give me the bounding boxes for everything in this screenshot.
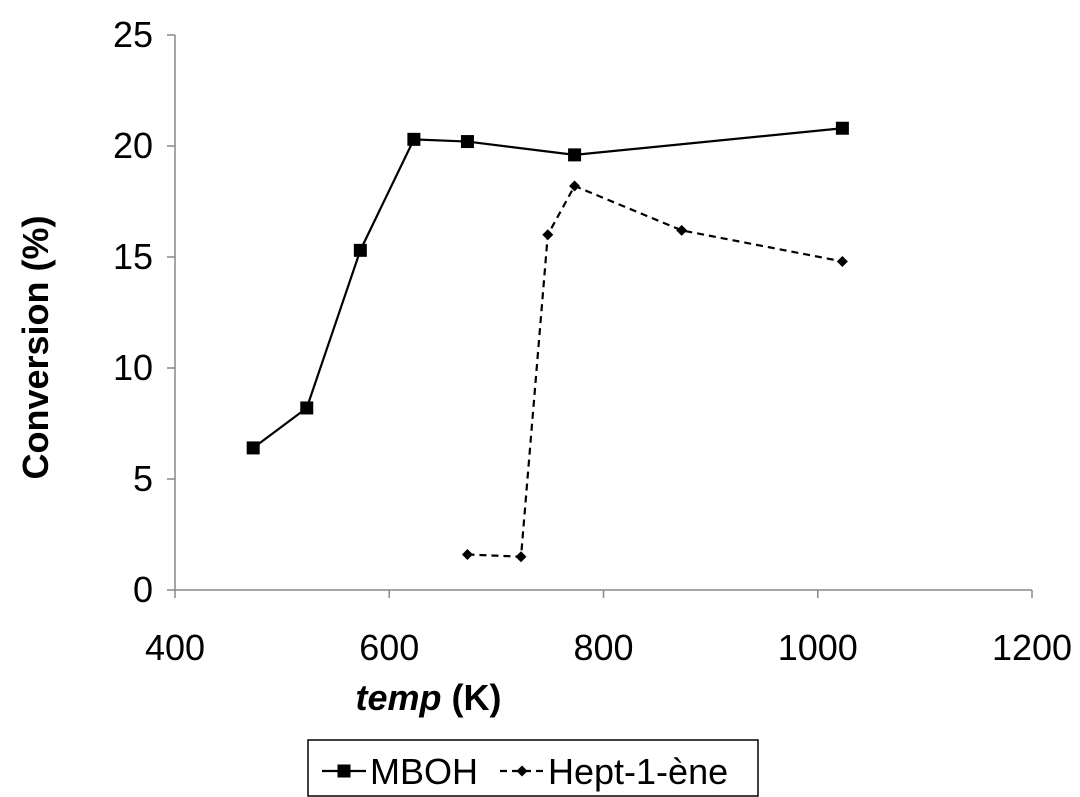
x-axis-title-italic: temp: [356, 677, 442, 718]
data-point: [515, 551, 527, 563]
data-point: [407, 132, 421, 146]
chart-legend: MBOH Hept-1-ène: [307, 739, 759, 797]
data-point: [569, 180, 581, 192]
chart-axes: 0 5 10 15 20 25 400 600 800 1000 1200 temp (K) Conve…: [15, 14, 1072, 718]
y-tick-label: 5: [133, 458, 153, 499]
chart-series: [246, 121, 849, 563]
x-tick-label: 600: [359, 627, 419, 668]
legend-box: [307, 739, 759, 797]
x-tick-label: 1200: [992, 627, 1072, 668]
x-tick-label: 1000: [778, 627, 858, 668]
data-point: [542, 229, 554, 241]
legend-swatch-marker: [337, 764, 351, 778]
x-axis-title-unit: (K): [442, 677, 502, 718]
series-hept-1-ene: [461, 180, 848, 563]
legend-label: MBOH: [370, 751, 478, 792]
x-tick-label: 400: [145, 627, 205, 668]
y-tick-label: 0: [133, 569, 153, 610]
legend-label: Hept-1-ène: [548, 751, 728, 792]
data-point: [676, 224, 688, 236]
x-tick-label: 800: [573, 627, 633, 668]
data-point: [461, 548, 473, 560]
data-point: [353, 243, 367, 257]
series-mboh: [246, 121, 849, 455]
y-tick-label: 20: [113, 125, 153, 166]
x-axis-title: temp (K): [356, 677, 502, 718]
y-tick-label: 15: [113, 236, 153, 277]
y-tick-label: 25: [113, 14, 153, 55]
legend-swatch-marker: [516, 765, 528, 777]
y-tick-label: 10: [113, 347, 153, 388]
data-point: [836, 255, 848, 267]
data-point: [246, 441, 260, 455]
data-point: [300, 401, 314, 415]
data-point: [460, 135, 474, 149]
y-axis-title: Conversion (%): [15, 215, 56, 479]
data-point: [835, 121, 849, 135]
data-point: [568, 148, 582, 162]
series-line: [467, 184, 843, 558]
series-line: [252, 127, 843, 449]
